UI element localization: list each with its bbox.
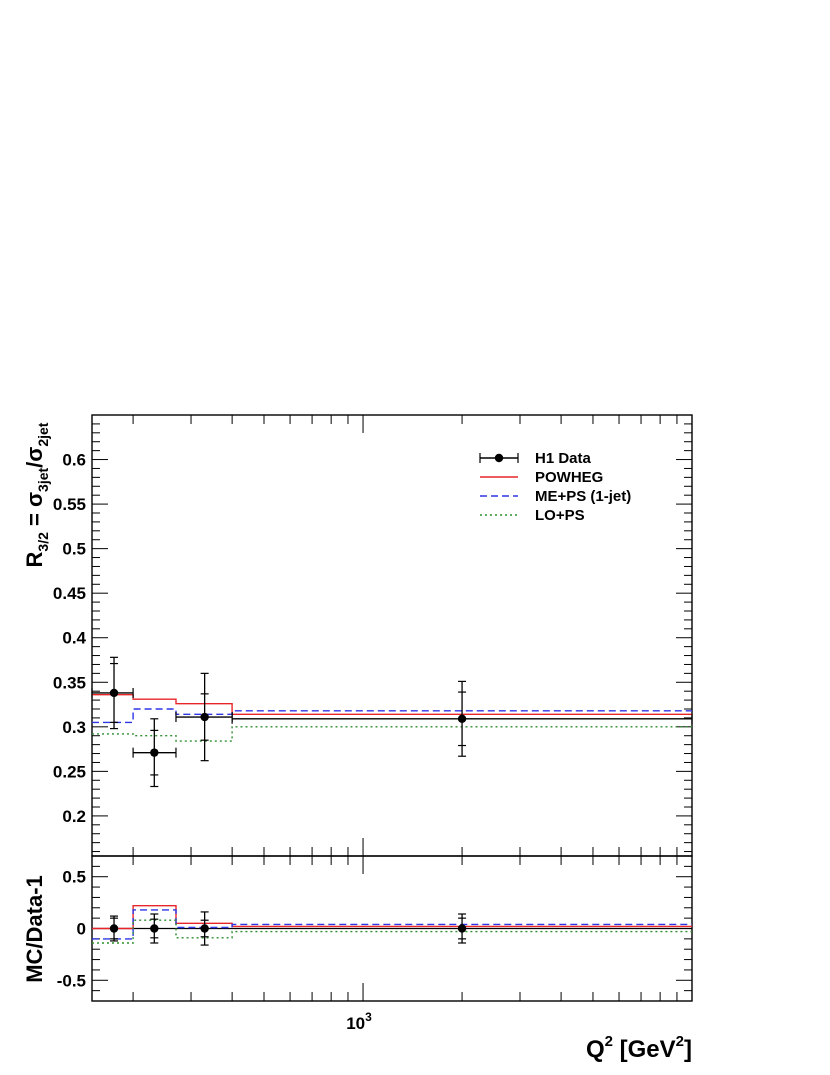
legend-swatch-data bbox=[494, 453, 504, 463]
legend-label-lops: LO+PS bbox=[535, 507, 585, 524]
upper-y-tick-label: 0.35 bbox=[53, 673, 86, 692]
lower-data-point bbox=[457, 924, 467, 933]
lower-y-tick-label: 0.5 bbox=[62, 868, 86, 887]
legend-label-meps: ME+PS (1-jet) bbox=[535, 488, 631, 505]
upper-data-point bbox=[109, 688, 119, 698]
upper-data-point bbox=[200, 712, 209, 722]
upper-y-axis-label: R3/2 = σ3jet/σ2jet bbox=[22, 422, 51, 567]
lower-series-meps bbox=[92, 909, 692, 940]
upper-y-tick-label: 0.5 bbox=[62, 540, 86, 559]
legend-label-powheg: POWHEG bbox=[535, 469, 603, 486]
lower-y-tick-label: -0.5 bbox=[57, 971, 86, 990]
upper-series-meps bbox=[92, 708, 692, 724]
lower-y-tick-label: 0 bbox=[77, 920, 86, 939]
lower-series-powheg bbox=[92, 905, 692, 930]
x-tick-label: 103 bbox=[346, 1010, 372, 1033]
lower-y-axis-label: MC/Data-1 bbox=[22, 875, 47, 983]
upper-data-point bbox=[150, 748, 159, 757]
lower-series-lops bbox=[92, 919, 692, 944]
upper-y-tick-label: 0.2 bbox=[62, 807, 86, 826]
legend-label-data: H1 Data bbox=[535, 450, 592, 467]
lower-data-point bbox=[109, 924, 119, 933]
upper-series-lops bbox=[92, 726, 692, 742]
upper-y-tick-label: 0.55 bbox=[53, 495, 86, 514]
upper-y-tick-label: 0.45 bbox=[53, 584, 86, 603]
upper-y-tick-label: 0.3 bbox=[62, 718, 86, 737]
lower-panel: -0.5 0 0.5 103 bbox=[57, 855, 693, 1033]
upper-panel: 0.2 0.25 0.3 0.35 0.4 0.45 0.5 0.55 0.6 bbox=[53, 414, 693, 857]
upper-y-tick-label: 0.6 bbox=[62, 451, 86, 470]
upper-y-tick-label: 0.4 bbox=[62, 629, 86, 648]
lower-data-point bbox=[150, 924, 159, 933]
lower-data-point bbox=[200, 924, 209, 933]
upper-data-point bbox=[457, 714, 467, 723]
legend: H1 Data POWHEG ME+PS (1-jet) LO+PS bbox=[479, 450, 631, 524]
x-axis-label: Q2 [GeV2] bbox=[586, 1033, 692, 1063]
upper-y-tick-label: 0.25 bbox=[53, 762, 86, 781]
